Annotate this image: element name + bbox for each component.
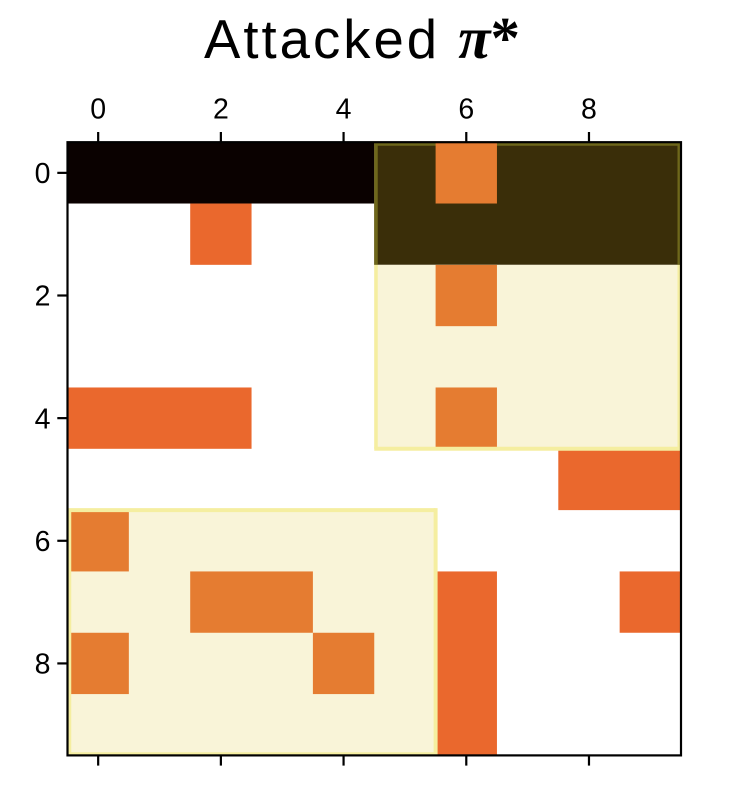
svg-text:6: 6	[458, 94, 474, 126]
svg-text:2: 2	[213, 94, 229, 126]
svg-text:2: 2	[35, 281, 51, 313]
svg-text:8: 8	[35, 649, 51, 681]
svg-text:0: 0	[90, 94, 106, 126]
svg-text:8: 8	[581, 94, 597, 126]
svg-text:0: 0	[35, 158, 51, 190]
svg-text:Attacked π*: Attacked π*	[204, 5, 520, 71]
svg-text:4: 4	[336, 94, 352, 126]
svg-text:4: 4	[35, 403, 51, 435]
svg-text:6: 6	[35, 526, 51, 558]
